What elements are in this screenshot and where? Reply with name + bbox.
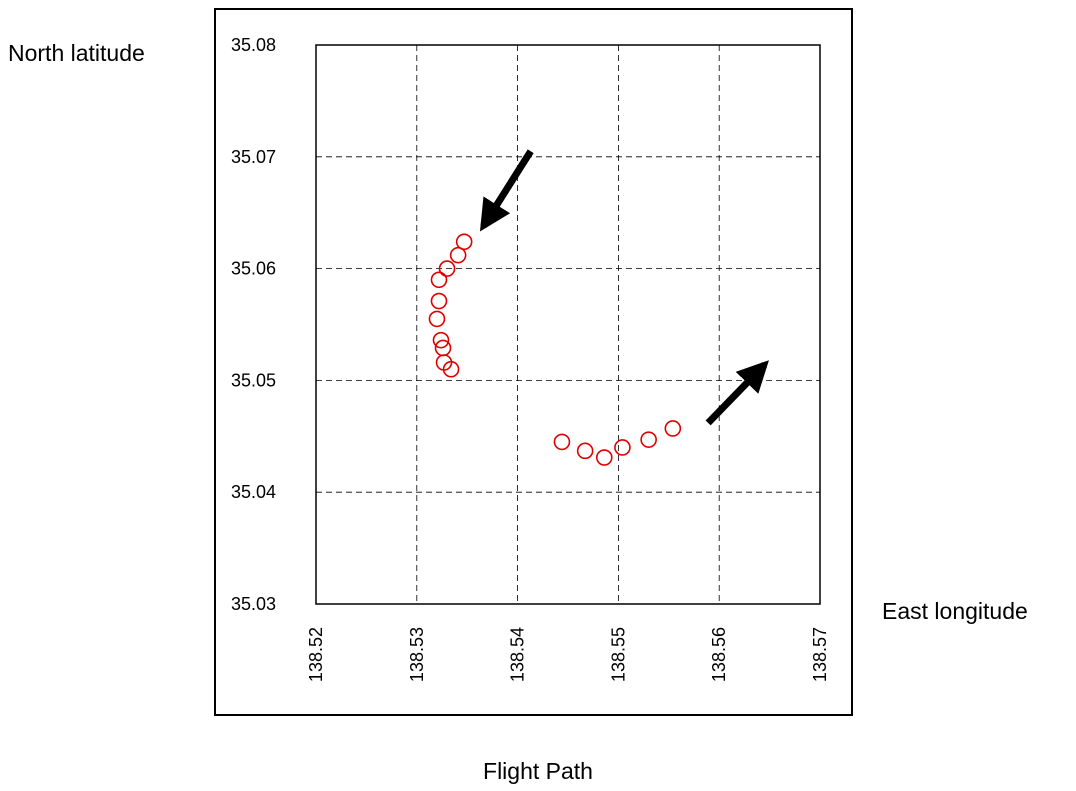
y-tick-label: 35.08 xyxy=(231,35,276,55)
plot-area xyxy=(315,44,821,605)
x-axis: 138.52 138.53 138.54 138.55 138.56 138.57 xyxy=(306,627,830,682)
y-axis-label: North latitude xyxy=(8,40,145,66)
data-points xyxy=(428,233,682,466)
data-point xyxy=(664,420,682,437)
y-tick-label: 35.04 xyxy=(231,482,276,502)
data-point xyxy=(430,271,448,289)
data-point xyxy=(442,360,460,378)
data-point xyxy=(595,449,613,466)
x-axis-label: East longitude xyxy=(882,598,1028,624)
y-tick-label: 35.03 xyxy=(231,594,276,614)
figure-caption: Flight Path xyxy=(483,758,593,784)
x-tick-label: 138.52 xyxy=(306,627,326,682)
y-tick-label: 35.07 xyxy=(231,147,276,167)
data-point xyxy=(576,442,594,460)
data-point xyxy=(430,292,448,310)
x-tick-label: 138.54 xyxy=(508,627,528,682)
x-tick-label: 138.53 xyxy=(407,627,427,682)
data-point xyxy=(438,260,456,277)
direction-arrow-up-right xyxy=(705,360,769,426)
data-point xyxy=(428,310,446,328)
x-tick-label: 138.55 xyxy=(608,627,628,682)
direction-arrow-down-left xyxy=(479,149,534,232)
chart-frame xyxy=(214,8,853,716)
y-tick-label: 35.05 xyxy=(231,370,276,390)
x-tick-label: 138.57 xyxy=(810,627,830,682)
data-point xyxy=(614,439,631,456)
y-tick-label: 35.06 xyxy=(231,259,276,279)
data-point xyxy=(432,331,450,349)
direction-arrows xyxy=(479,149,769,426)
data-point xyxy=(449,246,467,264)
gridlines xyxy=(316,45,820,604)
x-tick-label: 138.56 xyxy=(709,627,729,682)
data-point xyxy=(640,431,657,448)
data-point xyxy=(553,433,571,451)
data-point xyxy=(455,233,473,251)
y-axis: 35.03 35.04 35.05 35.06 35.07 35.08 xyxy=(231,35,276,614)
